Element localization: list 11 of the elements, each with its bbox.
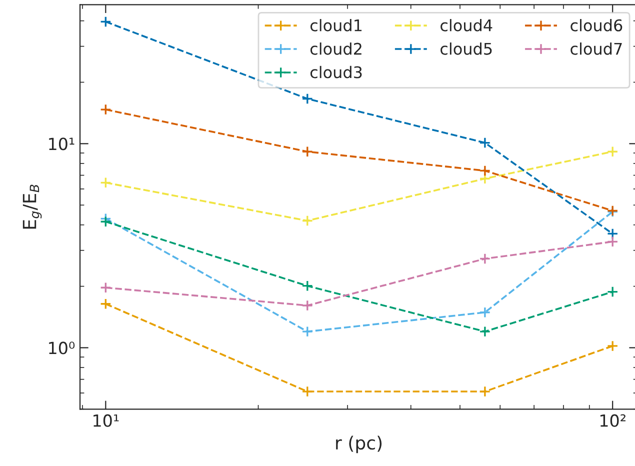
legend-label: cloud7 — [570, 42, 622, 55]
legend-label: cloud5 — [440, 42, 492, 55]
legend-label: cloud2 — [310, 42, 362, 55]
x-axis-title: r (pc) — [336, 436, 382, 454]
legend-label: cloud4 — [440, 19, 492, 32]
x-tick-label: 10² — [600, 414, 626, 427]
y-tick-label: 10⁰ — [49, 342, 75, 354]
y-axis-title: E$_{g}$/E$_{B}$ — [22, 184, 42, 229]
legend-label: cloud1 — [310, 19, 362, 32]
legend-label: cloud6 — [570, 19, 622, 32]
legend-label: cloud3 — [310, 66, 362, 78]
